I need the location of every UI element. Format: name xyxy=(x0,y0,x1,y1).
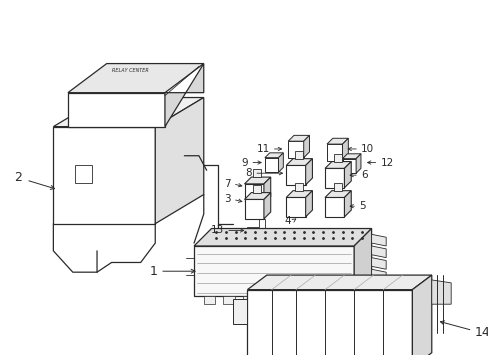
Text: 13: 13 xyxy=(210,225,224,235)
Text: 1: 1 xyxy=(149,265,157,278)
Polygon shape xyxy=(244,184,264,203)
Text: 3: 3 xyxy=(224,194,230,204)
Polygon shape xyxy=(344,162,350,188)
Polygon shape xyxy=(287,141,303,158)
Polygon shape xyxy=(164,64,203,127)
Polygon shape xyxy=(244,193,270,199)
Polygon shape xyxy=(294,183,302,191)
Polygon shape xyxy=(344,191,350,217)
Text: 5: 5 xyxy=(358,201,365,211)
Polygon shape xyxy=(342,159,355,173)
Polygon shape xyxy=(155,98,203,224)
Polygon shape xyxy=(264,153,283,158)
Polygon shape xyxy=(305,159,312,185)
Polygon shape xyxy=(203,296,215,304)
Polygon shape xyxy=(342,154,360,159)
Polygon shape xyxy=(244,199,264,219)
Polygon shape xyxy=(247,275,431,290)
Text: 4: 4 xyxy=(284,216,290,226)
Polygon shape xyxy=(320,296,331,304)
Polygon shape xyxy=(247,219,264,234)
Polygon shape xyxy=(285,166,305,185)
Text: 9: 9 xyxy=(241,158,248,167)
Text: 12: 12 xyxy=(380,158,393,167)
Polygon shape xyxy=(285,159,312,166)
Polygon shape xyxy=(325,168,344,188)
Polygon shape xyxy=(281,296,292,304)
Polygon shape xyxy=(253,185,261,193)
Polygon shape xyxy=(285,198,305,217)
Polygon shape xyxy=(305,191,312,217)
Text: 2: 2 xyxy=(15,171,22,184)
Polygon shape xyxy=(339,296,350,304)
Polygon shape xyxy=(355,154,360,173)
Polygon shape xyxy=(264,177,270,203)
Polygon shape xyxy=(262,296,273,304)
Polygon shape xyxy=(223,296,234,304)
Polygon shape xyxy=(287,135,309,141)
Polygon shape xyxy=(264,158,278,172)
Polygon shape xyxy=(278,153,283,172)
Polygon shape xyxy=(325,191,350,198)
Polygon shape xyxy=(342,138,347,161)
Text: 11: 11 xyxy=(256,144,269,154)
Polygon shape xyxy=(68,93,164,127)
Polygon shape xyxy=(53,127,155,224)
Polygon shape xyxy=(303,135,309,158)
Polygon shape xyxy=(194,246,353,296)
Polygon shape xyxy=(242,296,254,304)
Polygon shape xyxy=(68,64,203,93)
Polygon shape xyxy=(247,290,411,360)
Text: RELAY CENTER: RELAY CENTER xyxy=(111,68,148,73)
Polygon shape xyxy=(253,169,261,177)
Polygon shape xyxy=(325,162,350,168)
Polygon shape xyxy=(326,138,347,144)
Polygon shape xyxy=(194,229,371,246)
Polygon shape xyxy=(326,144,342,161)
Polygon shape xyxy=(353,229,371,296)
Polygon shape xyxy=(431,280,450,304)
Polygon shape xyxy=(371,246,386,258)
Polygon shape xyxy=(325,198,344,217)
Text: 8: 8 xyxy=(245,168,252,178)
Polygon shape xyxy=(333,183,341,191)
Polygon shape xyxy=(371,234,386,246)
Polygon shape xyxy=(333,154,341,162)
Text: 14: 14 xyxy=(473,326,488,339)
Polygon shape xyxy=(294,151,302,159)
Polygon shape xyxy=(232,300,247,324)
Text: 7: 7 xyxy=(224,179,230,189)
Polygon shape xyxy=(371,269,386,281)
Polygon shape xyxy=(244,177,270,184)
Polygon shape xyxy=(285,191,312,198)
Polygon shape xyxy=(300,296,312,304)
Polygon shape xyxy=(371,258,386,269)
Polygon shape xyxy=(264,193,270,219)
Polygon shape xyxy=(411,275,431,360)
Text: 6: 6 xyxy=(360,170,367,180)
Polygon shape xyxy=(75,166,92,183)
Text: 10: 10 xyxy=(360,144,373,154)
Polygon shape xyxy=(53,98,203,127)
